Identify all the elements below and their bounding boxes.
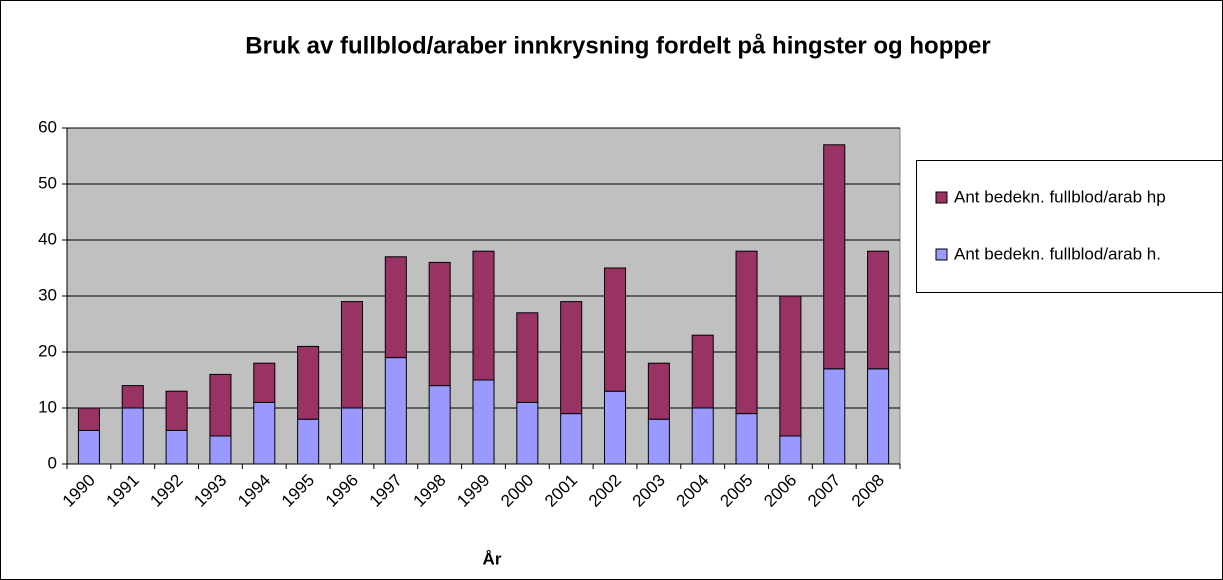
bar-segment bbox=[165, 429, 188, 465]
bar-segment bbox=[516, 312, 539, 403]
y-tick-label: 20 bbox=[38, 341, 57, 360]
y-tick-label: 30 bbox=[38, 285, 57, 304]
bar-segment bbox=[472, 379, 495, 465]
bar-segment bbox=[823, 368, 846, 465]
bar-segment bbox=[253, 362, 276, 403]
bar-segment bbox=[823, 144, 846, 370]
bar-segment bbox=[77, 407, 100, 431]
y-tick-label: 60 bbox=[38, 117, 57, 136]
y-tick-label: 0 bbox=[48, 453, 57, 472]
bar-segment bbox=[779, 435, 802, 465]
bar-segment bbox=[604, 267, 627, 392]
bar-segment bbox=[560, 413, 583, 465]
bar-segment bbox=[604, 390, 627, 465]
bar-segment bbox=[867, 250, 890, 370]
bar-segment bbox=[428, 385, 451, 465]
bar-segment bbox=[297, 345, 320, 420]
bar-segment bbox=[472, 250, 495, 381]
bar-segment bbox=[647, 418, 670, 465]
y-tick-label: 50 bbox=[38, 173, 57, 192]
legend bbox=[916, 160, 1223, 293]
bar-segment bbox=[647, 362, 670, 420]
legend-swatch bbox=[935, 248, 948, 261]
bar-segment bbox=[340, 407, 363, 465]
bar-segment bbox=[209, 373, 232, 437]
bar-segment bbox=[384, 256, 407, 359]
bar-segment bbox=[297, 418, 320, 465]
legend-label: Ant bedekn. fullblod/arab h. bbox=[954, 244, 1161, 263]
legend-label: Ant bedekn. fullblod/arab hp bbox=[954, 187, 1166, 206]
bar-segment bbox=[428, 261, 451, 387]
bar-segment bbox=[77, 429, 100, 465]
bar-segment bbox=[253, 401, 276, 465]
bar-segment bbox=[121, 407, 144, 465]
bar-segment bbox=[384, 357, 407, 465]
legend-swatch bbox=[935, 191, 948, 204]
bar-segment bbox=[691, 334, 714, 409]
bar-segment bbox=[516, 401, 539, 465]
chart-title: Bruk av fullblod/araber innkrysning ford… bbox=[245, 32, 990, 59]
bar-segment bbox=[691, 407, 714, 465]
bar-segment bbox=[779, 295, 802, 437]
x-axis-title: År bbox=[483, 549, 502, 568]
bar-segment bbox=[209, 435, 232, 465]
bar-segment bbox=[735, 250, 758, 415]
bar-segment bbox=[165, 390, 188, 431]
y-tick-label: 10 bbox=[38, 397, 57, 416]
bar-segment bbox=[340, 301, 363, 409]
y-tick-label: 40 bbox=[38, 229, 57, 248]
bar-segment bbox=[735, 413, 758, 465]
bar-segment bbox=[121, 385, 144, 409]
bar-segment bbox=[867, 368, 890, 465]
bar-segment bbox=[560, 301, 583, 415]
